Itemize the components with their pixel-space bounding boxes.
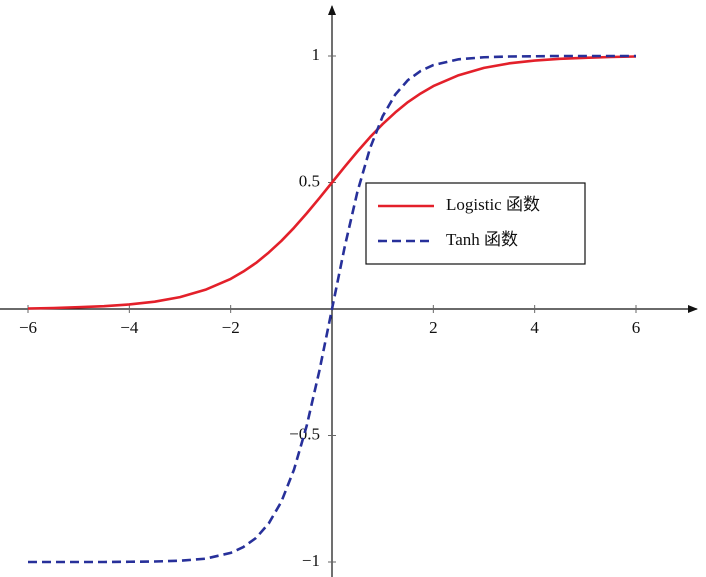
legend-label: Tanh 函数 <box>446 230 518 249</box>
y-tick-label: −1 <box>302 551 320 570</box>
x-tick-label: −6 <box>19 318 37 337</box>
series-line <box>28 54 636 564</box>
y-tick-label: −0.5 <box>289 424 320 443</box>
legend: Logistic 函数 Tanh 函数 <box>365 182 586 265</box>
legend-box <box>365 182 586 265</box>
y-tick-label: 1 <box>312 45 321 64</box>
x-tick-label: −2 <box>222 318 240 337</box>
x-tick-label: 2 <box>429 318 438 337</box>
x-tick-label: 4 <box>530 318 539 337</box>
x-tick-label: 6 <box>632 318 641 337</box>
x-tick-label: −4 <box>120 318 139 337</box>
legend-label: Logistic 函数 <box>446 195 540 214</box>
series-line <box>27 55 637 310</box>
y-tick-label: 0.5 <box>299 171 320 190</box>
